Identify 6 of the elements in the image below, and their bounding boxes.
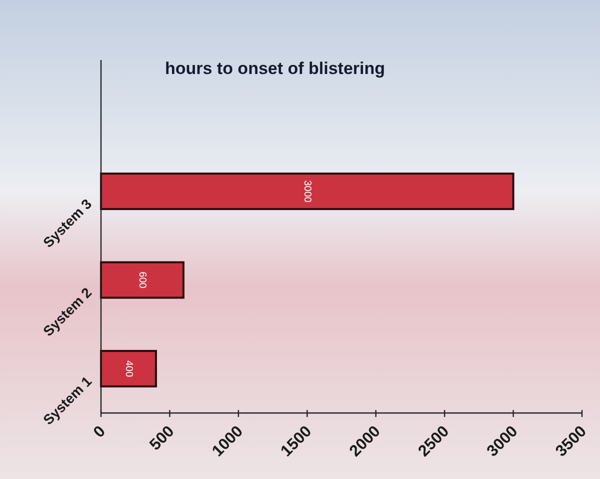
data-label: 600 bbox=[136, 272, 148, 289]
x-tick-label: 0 bbox=[90, 422, 110, 442]
data-label: 400 bbox=[122, 360, 134, 378]
chart-title: hours to onset of blistering bbox=[164, 59, 386, 78]
x-tick-label: 500 bbox=[146, 422, 178, 454]
data-label: 3000 bbox=[302, 180, 313, 203]
